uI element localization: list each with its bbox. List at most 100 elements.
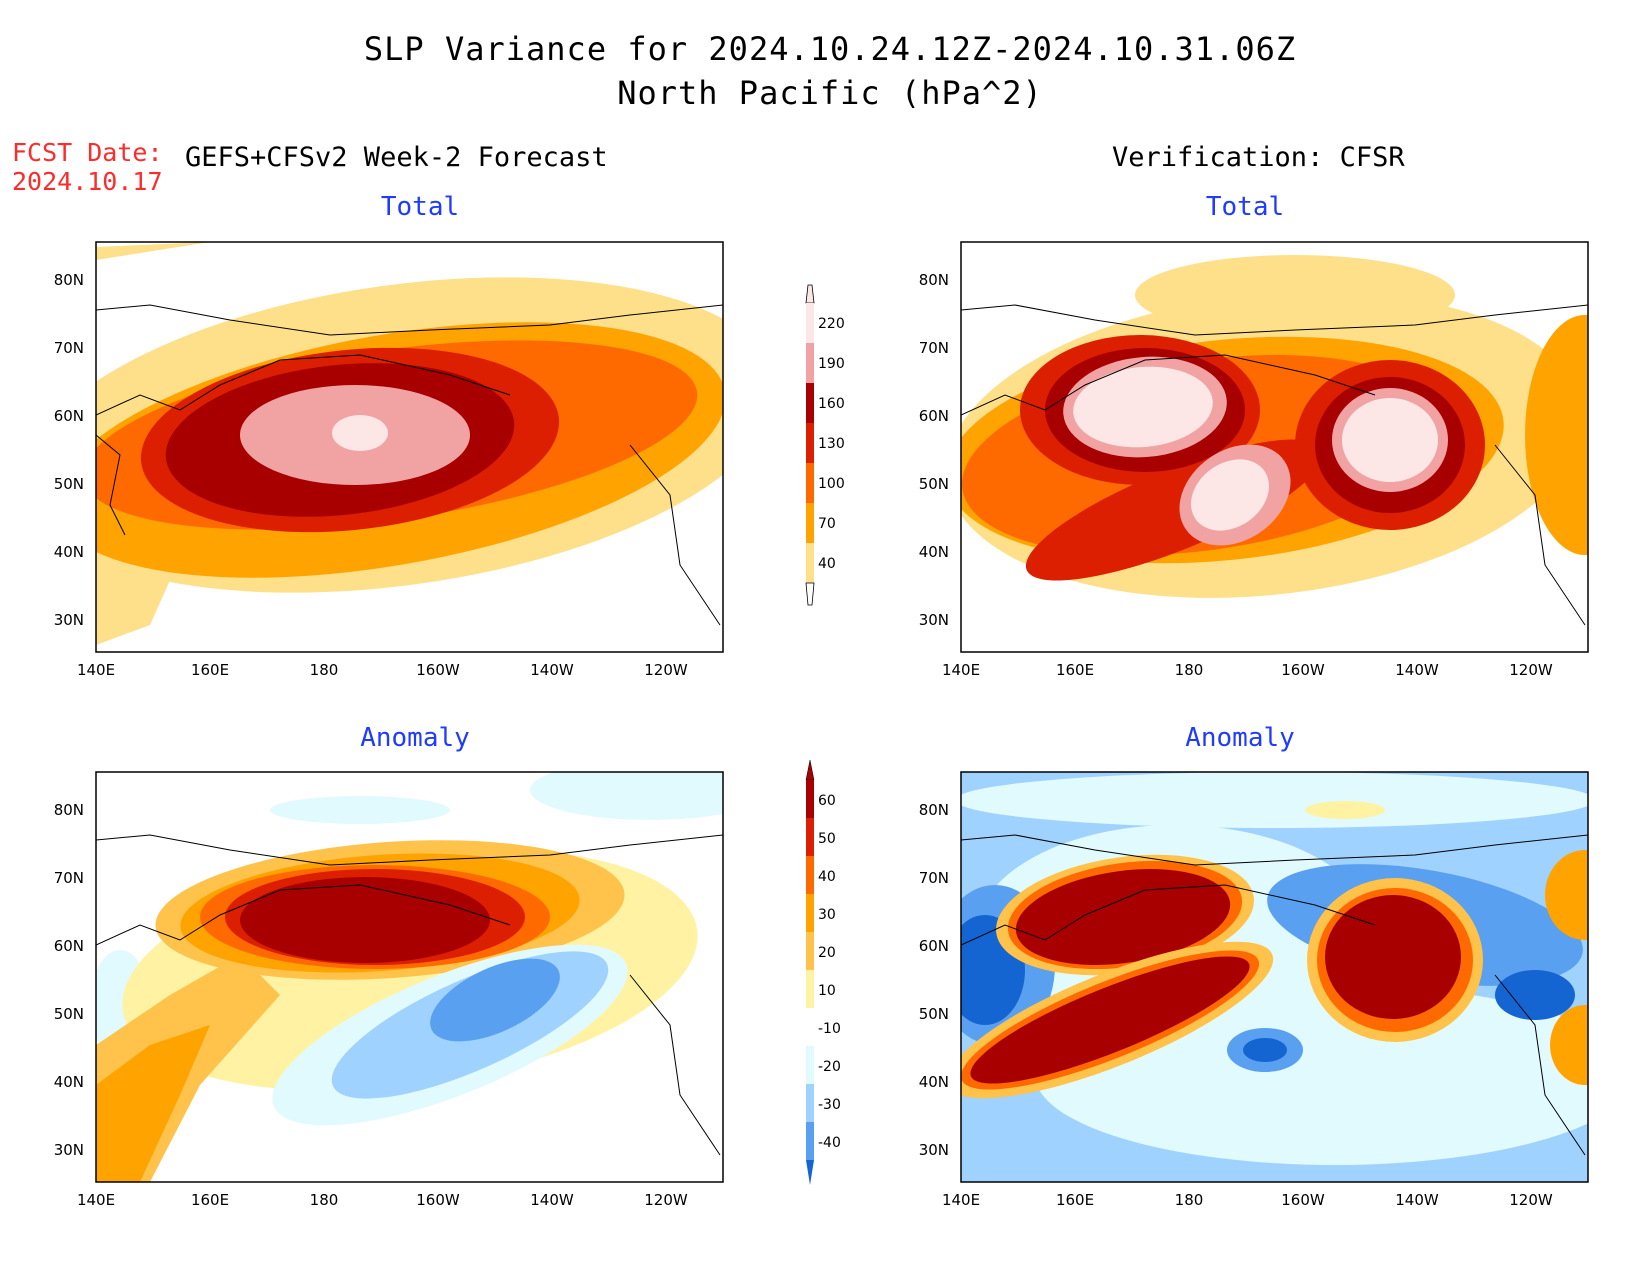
colorbar-label: 220: [818, 316, 845, 332]
lat-label: 60N: [54, 407, 84, 425]
colorbar-swatch: [806, 343, 814, 383]
lat-label: 40N: [919, 1073, 949, 1091]
colorbar-label: -40: [818, 1135, 841, 1151]
lat-label: 60N: [919, 407, 949, 425]
colorbar-label: 60: [818, 793, 836, 809]
colorbar-anomaly: 60 50 40 30 20 10 -10 -20 -30 -40: [805, 759, 841, 1185]
lat-label: 30N: [919, 1141, 949, 1159]
colorbar-label: 40: [818, 556, 836, 572]
lon-label: 140E: [77, 1191, 115, 1205]
forecast-header: GEFS+CFSv2 Week-2 Forecast: [185, 142, 608, 173]
colorbar-swatch: [806, 818, 814, 856]
colorbar-swatch: [806, 423, 814, 463]
lat-label: 30N: [54, 611, 84, 629]
colorbar-swatch: [806, 894, 814, 932]
lon-label: 140E: [942, 661, 980, 675]
lon-label: 160E: [191, 661, 229, 675]
lon-label: 180: [1175, 661, 1204, 675]
panel-verification-anomaly: 80N 70N 60N 50N 40N 30N 140E 160E 180 16…: [919, 771, 1589, 1205]
lat-label: 70N: [54, 339, 84, 357]
colorbar-swatch: [806, 1008, 814, 1046]
colorbar-swatch: [806, 463, 814, 503]
lon-label: 160W: [1281, 1191, 1325, 1205]
lat-label: 60N: [919, 937, 949, 955]
colorbar-swatch: [806, 856, 814, 894]
colorbar-label: 40: [818, 869, 836, 885]
colorbar-swatch: [806, 303, 814, 343]
panel-title-verification-anomaly: Anomaly: [1185, 723, 1295, 753]
lat-label: 80N: [919, 801, 949, 819]
lat-label: 50N: [54, 1005, 84, 1023]
colorbar-swatch: [806, 1122, 814, 1160]
colorbar-swatch: [806, 970, 814, 1008]
colorbar-label: 20: [818, 945, 836, 961]
lat-label: 50N: [919, 475, 949, 493]
verification-header: Verification: CFSR: [1112, 142, 1405, 173]
lat-label: 40N: [54, 1073, 84, 1091]
lat-label: 40N: [919, 543, 949, 561]
fcst-date-value: 2024.10.17: [12, 167, 163, 196]
colorbar-swatch: [806, 503, 814, 543]
lon-label: 180: [310, 1191, 339, 1205]
main-subtitle: North Pacific (hPa^2): [617, 74, 1043, 112]
lat-axis-br: 80N 70N 60N 50N 40N 30N: [919, 801, 949, 1159]
colorbar-label: 10: [818, 983, 836, 999]
lon-label: 160W: [416, 661, 460, 675]
lon-label: 140E: [77, 661, 115, 675]
lat-label: 80N: [919, 271, 949, 289]
colorbar-swatch: [806, 543, 814, 583]
colorbar-label: -20: [818, 1059, 841, 1075]
panel-title-verification-total: Total: [1205, 192, 1285, 222]
lon-label: 120W: [1509, 1191, 1553, 1205]
main-title: SLP Variance for 2024.10.24.12Z-2024.10.…: [363, 30, 1297, 68]
fcst-date-label: FCST Date:: [12, 138, 163, 167]
colorbar-label: 190: [818, 356, 845, 372]
panel-forecast-anomaly: 80N 70N 60N 50N 40N 30N 140E 160E 180 16…: [54, 771, 724, 1205]
lat-label: 50N: [54, 475, 84, 493]
lon-label: 160W: [416, 1191, 460, 1205]
colorbar-swatch: [806, 1046, 814, 1084]
lon-label: 180: [1175, 1191, 1204, 1205]
lon-label: 140W: [1395, 1191, 1439, 1205]
colorbar-swatch: [806, 780, 814, 818]
fcst-date-block: FCST Date: 2024.10.17: [12, 138, 163, 196]
colorbar-swatch: [806, 932, 814, 970]
lon-label: 140W: [1395, 661, 1439, 675]
lat-axis-tl: 80N 70N 60N 50N 40N 30N: [54, 271, 84, 629]
lat-label: 60N: [54, 937, 84, 955]
lat-label: 80N: [54, 801, 84, 819]
colorbar-label: 160: [818, 396, 845, 412]
lon-label: 140E: [942, 1191, 980, 1205]
panel-verification-total: 80N 70N 60N 50N 40N 30N 140E 160E 180 16…: [919, 241, 1589, 675]
lat-axis-tr: 80N 70N 60N 50N 40N 30N: [919, 271, 949, 629]
lon-axis-tr: 140E 160E 180 160W 140W 120W: [942, 661, 1553, 675]
colorbar-label: -30: [818, 1097, 841, 1113]
colorbar-label: 50: [818, 831, 836, 847]
lat-label: 40N: [54, 543, 84, 561]
colorbar-label: 30: [818, 907, 836, 923]
panel-title-forecast-anomaly: Anomaly: [360, 723, 470, 753]
colorbar-swatch: [806, 1084, 814, 1122]
lon-label: 180: [310, 661, 339, 675]
panel-forecast-total: 80N 70N 60N 50N 40N 30N 140E 160E 180 16…: [54, 241, 724, 675]
lon-axis-bl: 140E 160E 180 160W 140W 120W: [77, 1191, 688, 1205]
lon-label: 140W: [530, 661, 574, 675]
lon-label: 140W: [530, 1191, 574, 1205]
lon-label: 120W: [644, 1191, 688, 1205]
lon-label: 120W: [1509, 661, 1553, 675]
lat-axis-bl: 80N 70N 60N 50N 40N 30N: [54, 801, 84, 1159]
panel-title-forecast-total: Total: [380, 192, 460, 222]
lat-label: 80N: [54, 271, 84, 289]
lon-label: 160W: [1281, 661, 1325, 675]
colorbar-total: 220 190 160 130 100 70 40: [805, 284, 845, 606]
lat-label: 30N: [54, 1141, 84, 1159]
lat-label: 70N: [919, 339, 949, 357]
colorbar-label: 130: [818, 436, 845, 452]
colorbar-label: 70: [818, 516, 836, 532]
colorbar-label: 100: [818, 476, 845, 492]
lat-label: 30N: [919, 611, 949, 629]
lon-axis-br: 140E 160E 180 160W 140W 120W: [942, 1191, 1553, 1205]
colorbar-label: -10: [818, 1021, 841, 1037]
lon-axis-tl: 140E 160E 180 160W 140W 120W: [77, 661, 688, 675]
lon-label: 160E: [191, 1191, 229, 1205]
